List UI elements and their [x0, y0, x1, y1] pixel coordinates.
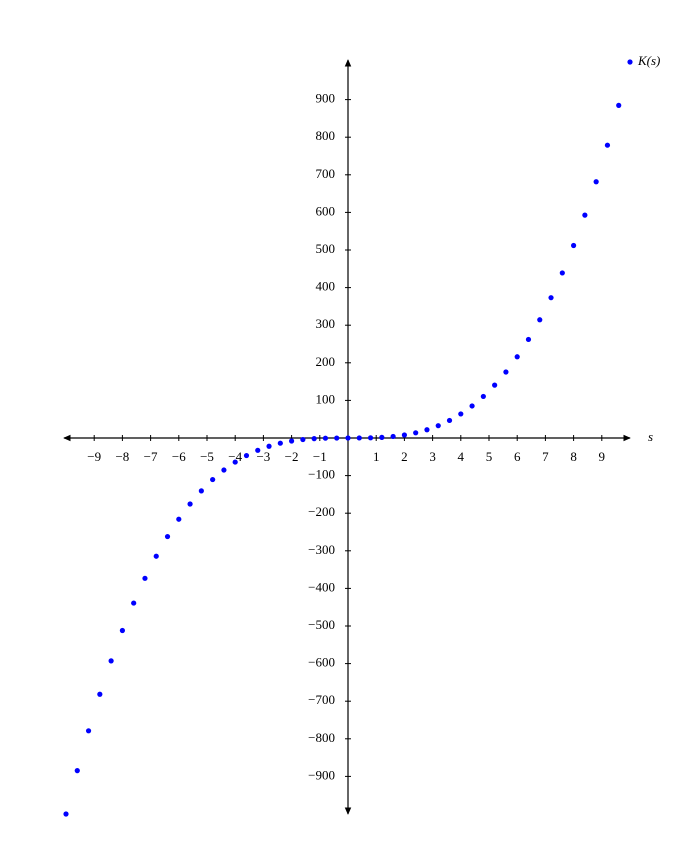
- point: [97, 691, 103, 697]
- y-tick-label: −900: [308, 767, 335, 782]
- point: [446, 417, 453, 424]
- y-axis-label: K(s): [637, 53, 660, 68]
- point: [221, 467, 227, 473]
- point: [458, 411, 464, 417]
- x-tick-label: 8: [570, 449, 577, 464]
- x-tick-label: 5: [486, 449, 493, 464]
- x-tick-label: −6: [172, 449, 186, 464]
- point: [63, 811, 69, 817]
- x-tick-label: −8: [115, 449, 129, 464]
- y-tick-label: −400: [308, 579, 335, 594]
- point: [119, 627, 125, 634]
- point: [480, 393, 486, 400]
- y-tick-label: 700: [316, 166, 336, 181]
- point: [367, 435, 374, 441]
- point: [108, 658, 114, 664]
- x-tick-label: −3: [256, 449, 270, 464]
- point: [311, 436, 317, 442]
- point: [548, 295, 554, 301]
- point: [176, 516, 182, 522]
- y-tick-label: −600: [308, 655, 335, 670]
- y-tick-label: 200: [316, 354, 336, 369]
- y-tick-label: −800: [308, 730, 335, 745]
- y-tick-label: −100: [308, 467, 335, 482]
- point: [424, 427, 430, 433]
- point: [255, 447, 261, 453]
- y-tick-label: 600: [316, 203, 336, 218]
- point: [334, 435, 340, 441]
- x-tick-label: −4: [228, 449, 242, 464]
- y-tick-label: −500: [308, 617, 335, 632]
- point: [582, 212, 588, 218]
- point: [187, 501, 193, 507]
- point: [198, 488, 204, 494]
- x-tick-label: 6: [514, 449, 521, 464]
- point: [210, 476, 216, 483]
- x-axis-label: s: [648, 429, 653, 444]
- point: [593, 179, 599, 185]
- point: [164, 533, 171, 540]
- y-tick-label: 900: [316, 91, 336, 106]
- x-tick-label: 3: [429, 449, 436, 464]
- y-tick-label: 500: [316, 241, 336, 256]
- point: [627, 59, 633, 65]
- x-tick-label: −2: [285, 449, 299, 464]
- x-tick-label: 1: [373, 449, 380, 464]
- x-tick-label: 4: [458, 449, 465, 464]
- point: [289, 438, 295, 444]
- x-tick-label: −1: [313, 449, 327, 464]
- point: [232, 459, 238, 465]
- y-tick-label: −300: [308, 542, 335, 557]
- point: [379, 434, 385, 440]
- x-tick-label: −5: [200, 449, 214, 464]
- y-tick-label: 400: [316, 279, 336, 294]
- point: [413, 430, 419, 436]
- point: [266, 443, 272, 449]
- point: [300, 436, 306, 443]
- point: [322, 435, 329, 441]
- x-tick-label: 2: [401, 449, 408, 464]
- x-tick-label: −7: [144, 449, 158, 464]
- point: [435, 423, 441, 429]
- point: [537, 317, 543, 323]
- y-tick-label: 100: [316, 391, 336, 406]
- x-tick-label: 9: [599, 449, 606, 464]
- point: [356, 435, 362, 441]
- point: [503, 369, 509, 375]
- y-tick-label: 800: [316, 128, 336, 143]
- point: [492, 382, 498, 388]
- point: [559, 270, 565, 276]
- point: [571, 242, 577, 249]
- x-tick-label: 7: [542, 449, 549, 464]
- y-tick-label: 300: [316, 316, 336, 331]
- point: [604, 142, 611, 148]
- point: [131, 600, 137, 606]
- point: [345, 435, 351, 441]
- point: [277, 440, 283, 446]
- x-tick-label: −9: [87, 449, 101, 464]
- point: [142, 575, 148, 581]
- point: [390, 433, 396, 440]
- point: [616, 102, 622, 108]
- point: [74, 768, 80, 774]
- point: [85, 728, 92, 734]
- y-tick-label: −200: [308, 504, 335, 519]
- point: [153, 553, 159, 559]
- point: [525, 336, 532, 343]
- point: [514, 354, 520, 360]
- point: [469, 403, 475, 409]
- point: [401, 432, 407, 438]
- y-tick-label: −700: [308, 692, 335, 707]
- point: [243, 452, 250, 459]
